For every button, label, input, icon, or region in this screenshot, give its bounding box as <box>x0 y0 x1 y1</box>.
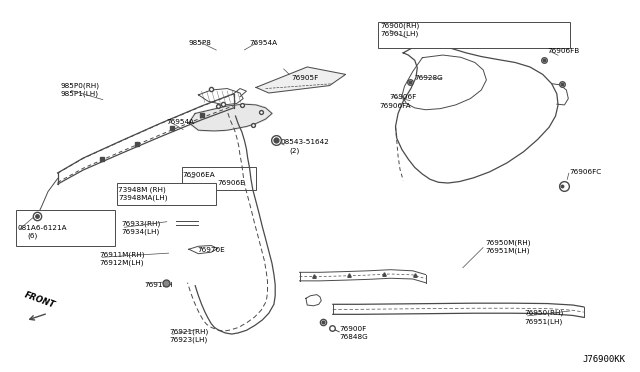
Text: (6): (6) <box>28 232 38 239</box>
Text: 76901(LH): 76901(LH) <box>381 31 419 38</box>
Text: 76905F: 76905F <box>291 75 319 81</box>
Text: 76921(RH): 76921(RH) <box>170 328 209 335</box>
Text: 76906FC: 76906FC <box>570 169 602 175</box>
Text: J76900KK: J76900KK <box>583 355 626 364</box>
Polygon shape <box>189 104 272 131</box>
Polygon shape <box>189 104 272 131</box>
Polygon shape <box>189 104 272 131</box>
Text: 76933(RH): 76933(RH) <box>122 221 161 227</box>
Polygon shape <box>189 104 272 131</box>
Text: 76911M(RH): 76911M(RH) <box>99 251 145 258</box>
Polygon shape <box>189 104 272 131</box>
Polygon shape <box>189 104 272 131</box>
Polygon shape <box>189 104 272 131</box>
Text: 081A6-6121A: 081A6-6121A <box>18 225 68 231</box>
Polygon shape <box>189 104 272 131</box>
Text: 76848G: 76848G <box>339 334 368 340</box>
Bar <box>16 210 115 246</box>
Text: FRONT: FRONT <box>23 290 56 310</box>
Bar <box>378 22 570 48</box>
Text: 76906FA: 76906FA <box>380 103 411 109</box>
Text: 76913H: 76913H <box>144 282 173 288</box>
Polygon shape <box>256 67 346 93</box>
Text: 76950(RH): 76950(RH) <box>525 310 564 317</box>
Polygon shape <box>189 104 272 131</box>
Text: 76950M(RH): 76950M(RH) <box>485 239 531 246</box>
Text: 76906E: 76906E <box>218 180 245 186</box>
Polygon shape <box>189 104 272 131</box>
Polygon shape <box>189 104 272 131</box>
Polygon shape <box>189 104 272 131</box>
Bar <box>182 167 256 190</box>
Text: 76934(LH): 76934(LH) <box>122 229 160 235</box>
Text: 76900F: 76900F <box>339 326 367 332</box>
Text: 76900(RH): 76900(RH) <box>381 23 420 29</box>
Text: 76928G: 76928G <box>415 75 444 81</box>
Text: 76970E: 76970E <box>197 247 225 253</box>
Text: 76951(LH): 76951(LH) <box>525 318 563 325</box>
Text: 76923(LH): 76923(LH) <box>170 337 208 343</box>
Text: 985P1(LH): 985P1(LH) <box>61 90 99 97</box>
Text: 73948MA(LH): 73948MA(LH) <box>118 195 168 201</box>
Text: 76906FB: 76906FB <box>547 48 579 54</box>
Bar <box>117 183 216 205</box>
Text: 76906EA: 76906EA <box>182 172 215 178</box>
Text: 985P8: 985P8 <box>189 40 212 46</box>
Text: 76951M(LH): 76951M(LH) <box>485 247 530 254</box>
Text: 985P0(RH): 985P0(RH) <box>61 82 100 89</box>
Text: 73948M (RH): 73948M (RH) <box>118 186 166 193</box>
Text: 08543-51642: 08543-51642 <box>280 139 329 145</box>
Text: 76906F: 76906F <box>389 94 417 100</box>
Polygon shape <box>189 104 272 131</box>
Polygon shape <box>189 104 272 131</box>
Polygon shape <box>189 104 272 131</box>
Text: 76954A: 76954A <box>250 40 278 46</box>
Text: (2): (2) <box>289 147 300 154</box>
Text: 76954A: 76954A <box>166 119 195 125</box>
Text: 76912M(LH): 76912M(LH) <box>99 260 144 266</box>
